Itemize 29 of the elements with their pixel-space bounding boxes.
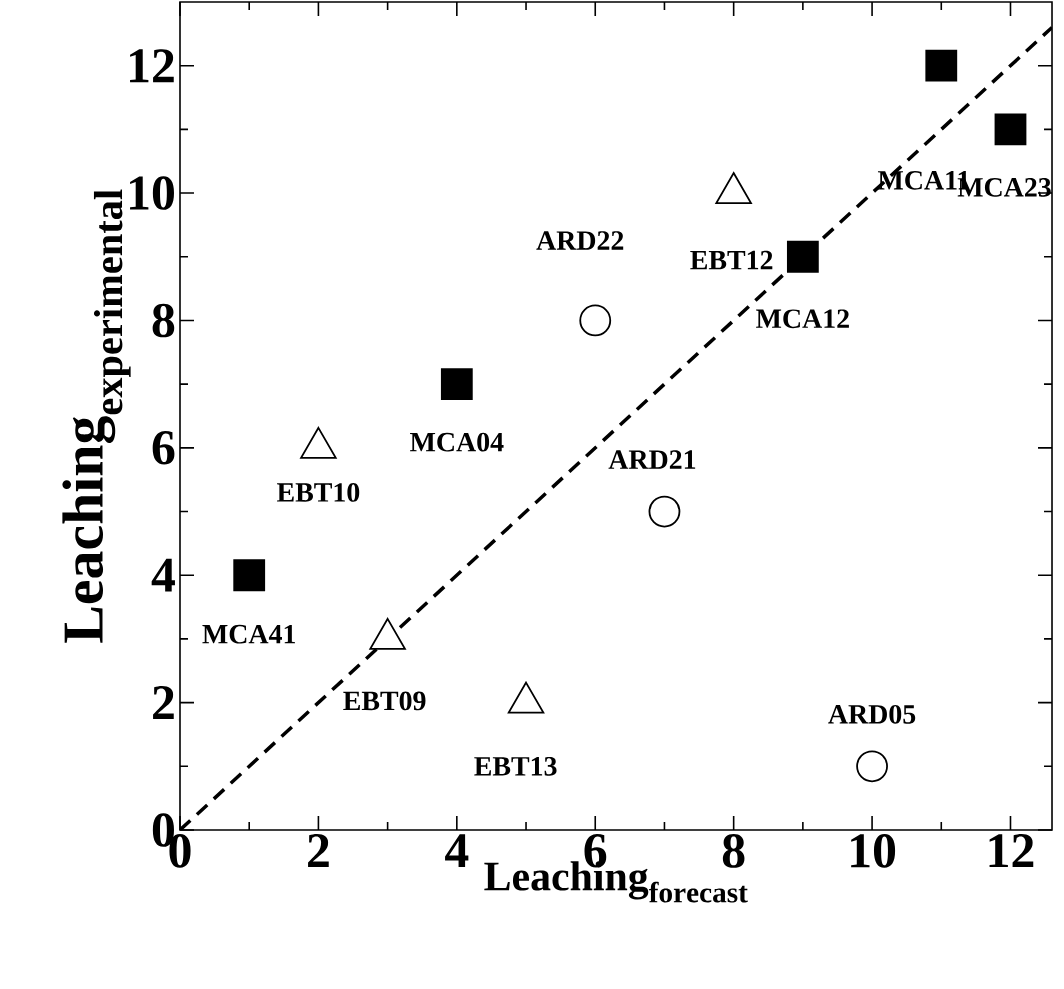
point [648,495,681,528]
point [440,368,473,401]
annotation: EBT10 [277,483,360,502]
annotation: EBT12 [690,250,773,270]
annotation: EBT13 [474,756,557,776]
annotation: MCA41 [202,624,296,644]
y-tick-label: 8 [152,303,175,338]
y-tick-label: 12 [130,49,174,83]
x-tick-label: 4 [445,834,469,867]
annotation: MCA12 [756,309,849,329]
point [925,49,958,82]
y-tick-label: 2 [153,686,174,720]
annotation: ARD21 [608,450,696,469]
point [233,559,266,592]
x-tick-label: 10 [851,834,896,868]
annotation: MCA04 [410,432,504,452]
y-tick-label: 4 [151,558,175,592]
x-tick-label: 2 [308,834,329,868]
point [579,304,612,337]
point [786,240,819,273]
annotation: ARD05 [828,704,916,724]
annotation: EBT09 [343,691,426,711]
y-axis-title: $\mathbf{Leaching}_{\mathbf{experimental}}$ [62,189,131,643]
x-tick-label: 12 [989,834,1034,868]
y-tick-label: 6 [152,431,175,465]
y-tick-label: 10 [130,176,174,210]
point [856,750,888,783]
annotation: ARD22 [536,231,624,250]
point [994,113,1027,146]
